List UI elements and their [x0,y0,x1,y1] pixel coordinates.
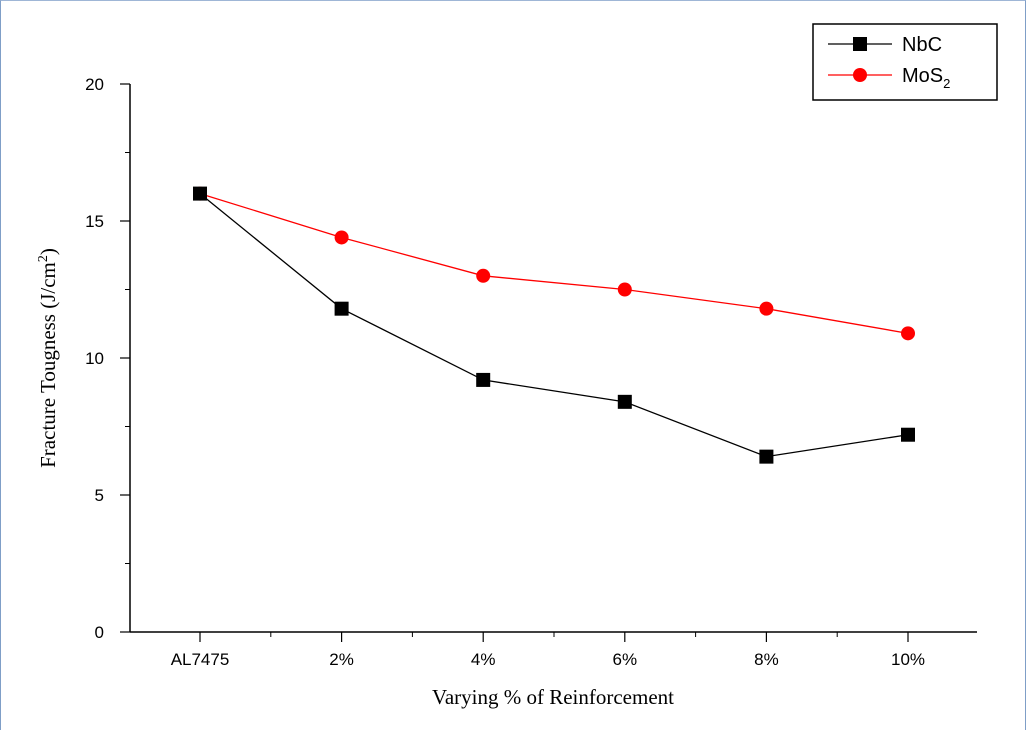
x-tick-label: 2% [329,650,354,669]
data-point-nbc [901,427,915,442]
series-line-mos [199,192,909,334]
x-tick-label: 8% [754,650,779,669]
data-point-nbc [193,186,207,201]
y-axis-title: Fracture Tougness (J/cm2) [36,248,60,468]
legend: NbC MoS2 [812,23,998,101]
legend-mos2-label-subscript: 2 [943,76,950,91]
x-tick-label: 10% [891,650,925,669]
y-tick-label: 5 [95,486,104,505]
data-point-nbc [476,372,491,387]
data-point-mos [476,268,491,283]
data-point-mos [759,301,774,316]
y-axis-title-superscript: 2 [36,255,51,262]
y-tick-label: 15 [85,212,104,231]
data-point-nbc [334,301,349,316]
x-tick-label: 4% [471,650,496,669]
data-point-nbc [759,449,774,464]
data-point-nbc [617,394,632,409]
legend-box [812,23,998,101]
legend-mos2-label-main: MoS [902,65,943,87]
y-axis-title-main: Fracture Tougness (J/cm [36,262,60,468]
legend-nbc-label: NbC [902,34,942,56]
legend-mos2-marker [853,68,867,82]
x-axis-title: Varying % of Reinforcement [432,685,674,709]
legend-item-nbc: NbC [828,34,942,56]
y-tick-label: 20 [85,75,104,94]
x-tick-label: 6% [613,650,638,669]
y-ticks: 0 5 10 15 20 [85,75,130,642]
legend-item-mos2: MoS2 [828,65,950,91]
y-tick-label: 10 [85,349,104,368]
data-point-mos [617,282,632,297]
x-ticks: AL7475 2% 4% 6% 8% 10% [171,632,925,669]
data-point-mos [901,326,915,341]
series-layer [193,186,915,464]
y-tick-label: 0 [95,623,104,642]
data-point-mos [334,230,349,245]
y-axis-title-suffix: ) [36,248,60,255]
x-tick-label: AL7475 [171,650,230,669]
legend-mos2-label: MoS2 [902,65,950,91]
series-line-nbc [199,193,909,458]
legend-nbc-marker [853,37,867,51]
